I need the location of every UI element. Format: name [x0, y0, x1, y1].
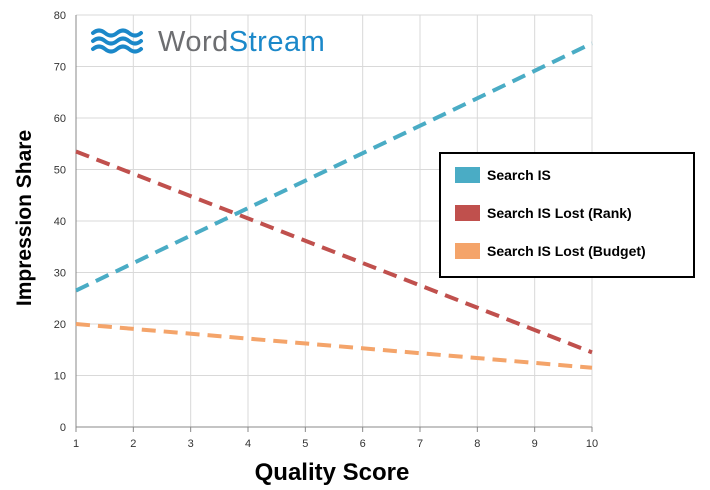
x-tick-label: 4: [245, 438, 251, 450]
legend-swatch-2: [455, 243, 480, 259]
y-axis-title: Impression Share: [13, 130, 36, 306]
y-tick-label: 50: [54, 165, 66, 177]
legend-label-2: Search IS Lost (Budget): [487, 243, 646, 259]
y-tick-label: 60: [54, 113, 66, 125]
x-tick-label: 5: [302, 438, 308, 450]
y-tick-label: 30: [54, 268, 66, 280]
x-tick-label: 8: [474, 438, 480, 450]
x-tick-label: 6: [360, 438, 366, 450]
x-axis-ticks: 1 2 3 4 5 6 7 8 9 10: [73, 438, 598, 450]
x-tick-label: 9: [532, 438, 538, 450]
y-tick-label: 20: [54, 319, 66, 331]
y-tick-label: 70: [54, 62, 66, 74]
x-axis-title: Quality Score: [255, 459, 410, 486]
legend-swatch-0: [455, 167, 480, 183]
y-tick-label: 0: [60, 422, 66, 434]
series-line-1: [75, 149, 593, 355]
x-tick-label: 3: [188, 438, 194, 450]
series-lines: [75, 41, 593, 370]
y-axis-ticks: 0 10 20 30 40 50 60 70 80: [54, 10, 66, 434]
waves-logo-icon: [91, 28, 143, 54]
axes: [75, 15, 593, 432]
y-tick-label: 10: [54, 371, 66, 383]
brand-stream: Stream: [229, 26, 325, 58]
x-tick-label: 1: [73, 438, 79, 450]
brand-wordmark: WordStream: [158, 26, 325, 58]
x-tick-label: 2: [130, 438, 136, 450]
y-tick-label: 80: [54, 10, 66, 22]
legend: Search IS Search IS Lost (Rank) Search IS …: [439, 152, 695, 278]
y-tick-label: 40: [54, 216, 66, 228]
wordstream-logo: WordStream: [91, 26, 325, 58]
brand-word: Word: [158, 26, 229, 58]
legend-label-0: Search IS: [487, 167, 551, 183]
legend-label-1: Search IS Lost (Rank): [487, 205, 632, 221]
x-tick-label: 10: [586, 438, 598, 450]
series-line-0: [75, 41, 593, 293]
legend-swatch-1: [455, 205, 480, 221]
x-tick-label: 7: [417, 438, 423, 450]
legend-frame: [439, 152, 695, 278]
series-line-2: [75, 322, 593, 370]
